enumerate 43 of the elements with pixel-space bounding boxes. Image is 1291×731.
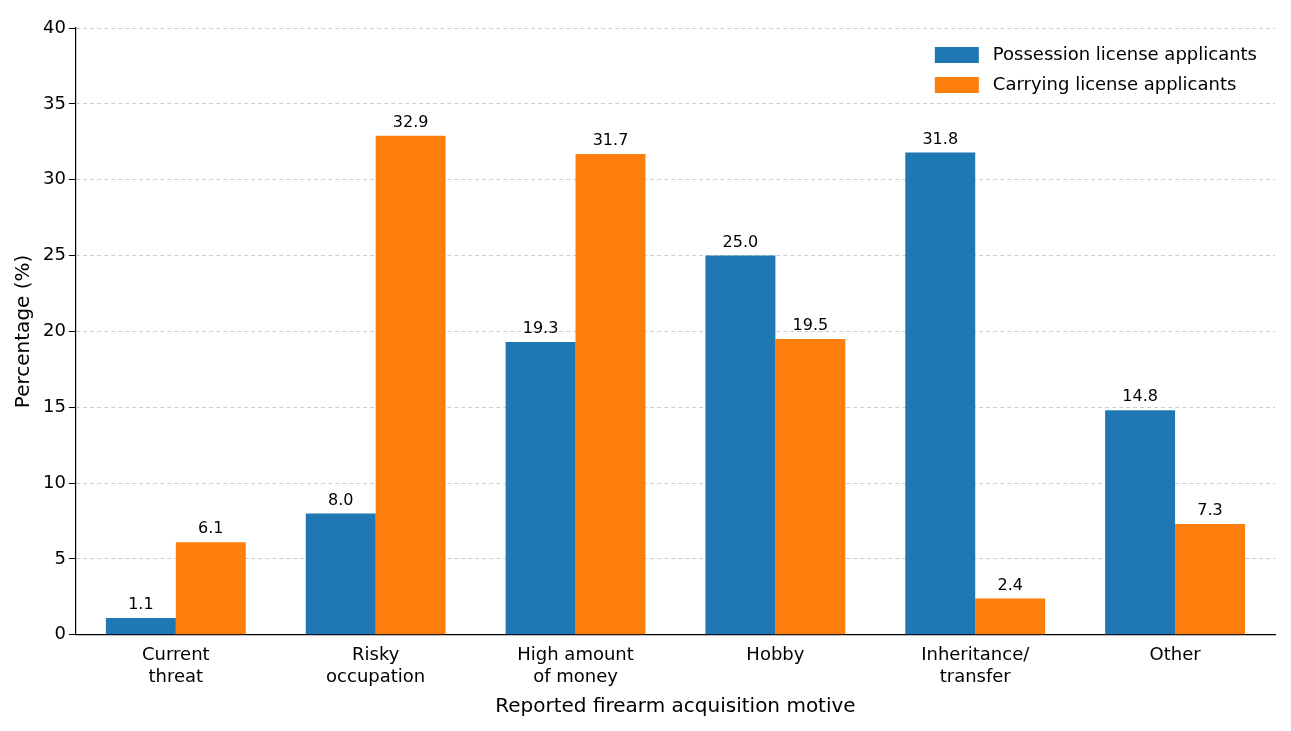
- data-label: 6.1: [198, 518, 224, 538]
- x-tick-label: High amount of money: [517, 643, 634, 686]
- bar: [705, 255, 776, 635]
- y-tick-label: 35: [43, 91, 66, 113]
- bar: [505, 342, 576, 635]
- data-label: 31.7: [592, 130, 629, 150]
- bar: [305, 513, 376, 635]
- y-axis-title: Percentage (%): [10, 254, 35, 409]
- bar: [575, 153, 646, 635]
- x-tick-label: Other: [1149, 643, 1202, 665]
- data-label: 1.1: [128, 594, 154, 614]
- y-tick-label: 40: [43, 15, 66, 37]
- y-tick-label: 10: [43, 470, 66, 492]
- y-tick-label: 30: [43, 167, 66, 189]
- data-label: 7.3: [1197, 500, 1223, 520]
- legend-label: Carrying license applicants: [992, 72, 1237, 94]
- x-tick-label: Current threat: [142, 643, 210, 686]
- data-label: 8.0: [327, 489, 354, 509]
- bar: [105, 618, 176, 635]
- y-tick-label: 0: [54, 622, 66, 644]
- bar: [905, 152, 976, 635]
- bar: [1105, 410, 1176, 635]
- data-label: 2.4: [997, 574, 1023, 594]
- bar: [975, 598, 1046, 635]
- y-tick-label: 25: [43, 243, 66, 265]
- y-tick-label: 5: [54, 546, 66, 568]
- data-label: 32.9: [392, 111, 429, 131]
- x-axis-title: Reported firearm acquisition motive: [495, 693, 856, 718]
- x-tick-label: Inheritance/ transfer: [921, 643, 1031, 686]
- data-label: 25.0: [722, 231, 759, 251]
- data-label: 19.5: [792, 315, 829, 335]
- legend-label: Possession license applicants: [992, 42, 1258, 64]
- data-label: 31.8: [922, 128, 959, 148]
- data-label: 14.8: [1122, 386, 1158, 406]
- y-tick-label: 15: [43, 394, 66, 416]
- x-tick-label: Risky occupation: [326, 643, 426, 686]
- bar: [175, 542, 246, 635]
- bar: [1175, 524, 1246, 635]
- x-tick-label: Hobby: [746, 643, 805, 665]
- data-label: 19.3: [522, 318, 559, 338]
- y-tick-label: 20: [43, 319, 66, 341]
- bar: [375, 135, 446, 635]
- bar: [775, 338, 846, 635]
